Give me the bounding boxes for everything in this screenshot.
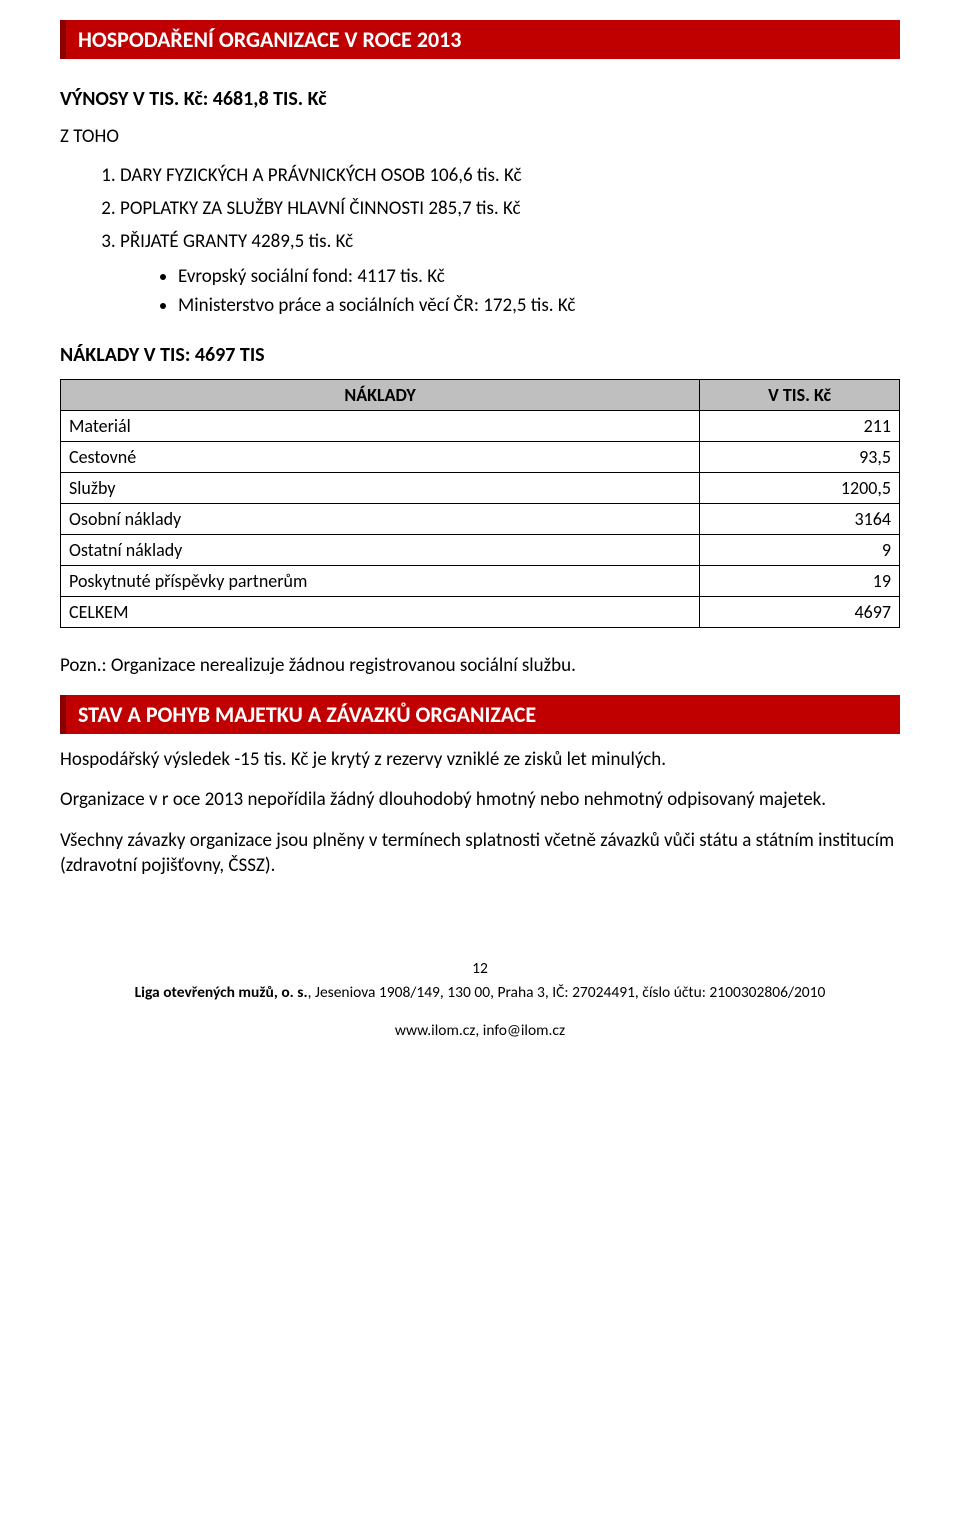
table-cell-value: 1200,5 — [700, 473, 900, 504]
table-cell-label: Materiál — [61, 411, 700, 442]
paragraph: Hospodářský výsledek -15 tis. Kč je kryt… — [60, 748, 900, 773]
paragraph: Organizace v r oce 2013 nepořídila žádný… — [60, 788, 900, 813]
table-cell-value: 4697 — [700, 597, 900, 628]
table-cell-label: Poskytnuté příspěvky partnerům — [61, 566, 700, 597]
table-cell-label: CELKEM — [61, 597, 700, 628]
table-row: Cestovné 93,5 — [61, 442, 900, 473]
footer-url: www.ilom.cz, info@ilom.cz — [60, 1020, 900, 1042]
table-row: CELKEM 4697 — [61, 597, 900, 628]
table-header-row: NÁKLADY V TIS. Kč — [61, 380, 900, 411]
page-number: 12 — [60, 958, 900, 980]
pozn-text: Pozn.: Organizace nerealizuje žádnou reg… — [60, 654, 900, 679]
table-header-vtis: V TIS. Kč — [700, 380, 900, 411]
table-cell-label: Služby — [61, 473, 700, 504]
z-toho-label: Z TOHO — [60, 125, 900, 148]
section-header-stav: STAV A POHYB MAJETKU A ZÁVAZKŮ ORGANIZAC… — [60, 695, 900, 734]
table-cell-value: 211 — [700, 411, 900, 442]
list-item: DARY FYZICKÝCH A PRÁVNICKÝCH OSOB 106,6 … — [120, 164, 900, 187]
section-header-hospodareni: HOSPODAŘENÍ ORGANIZACE V ROCE 2013 — [60, 20, 900, 59]
list-item: POPLATKY ZA SLUŽBY HLAVNÍ ČINNOSTI 285,7… — [120, 197, 900, 220]
table-row: Materiál 211 — [61, 411, 900, 442]
income-list: DARY FYZICKÝCH A PRÁVNICKÝCH OSOB 106,6 … — [60, 164, 900, 253]
table-cell-value: 3164 — [700, 504, 900, 535]
table-row: Poskytnuté příspěvky partnerům 19 — [61, 566, 900, 597]
page-footer: 12 Liga otevřených mužů, o. s., Jeseniov… — [60, 958, 900, 1041]
table-cell-value: 19 — [700, 566, 900, 597]
list-item: Evropský sociální fond: 4117 tis. Kč — [178, 265, 900, 288]
table-header-naklady: NÁKLADY — [61, 380, 700, 411]
table-cell-label: Osobní náklady — [61, 504, 700, 535]
footer-org-line: Liga otevřených mužů, o. s., Jeseniova 1… — [60, 982, 900, 1004]
table-cell-value: 9 — [700, 535, 900, 566]
footer-org-name: Liga otevřených mužů, o. s. — [135, 983, 308, 1002]
grants-sublist: Evropský sociální fond: 4117 tis. Kč Min… — [60, 265, 900, 317]
list-item: PŘIJATÉ GRANTY 4289,5 tis. Kč — [120, 230, 900, 253]
list-item: Ministerstvo práce a sociálních věcí ČR:… — [178, 294, 900, 317]
footer-org-rest: , Jeseniova 1908/149, 130 00, Praha 3, I… — [308, 983, 826, 1002]
paragraph: Všechny závazky organizace jsou plněny v… — [60, 829, 900, 878]
table-row: Ostatní náklady 9 — [61, 535, 900, 566]
table-row: Služby 1200,5 — [61, 473, 900, 504]
vynosy-title: VÝNOSY V TIS. Kč: 4681,8 TIS. Kč — [60, 87, 900, 111]
naklady-table: NÁKLADY V TIS. Kč Materiál 211 Cestovné … — [60, 379, 900, 628]
table-cell-value: 93,5 — [700, 442, 900, 473]
table-cell-label: Cestovné — [61, 442, 700, 473]
naklady-title: NÁKLADY V TIS: 4697 TIS — [60, 343, 900, 367]
table-cell-label: Ostatní náklady — [61, 535, 700, 566]
table-row: Osobní náklady 3164 — [61, 504, 900, 535]
